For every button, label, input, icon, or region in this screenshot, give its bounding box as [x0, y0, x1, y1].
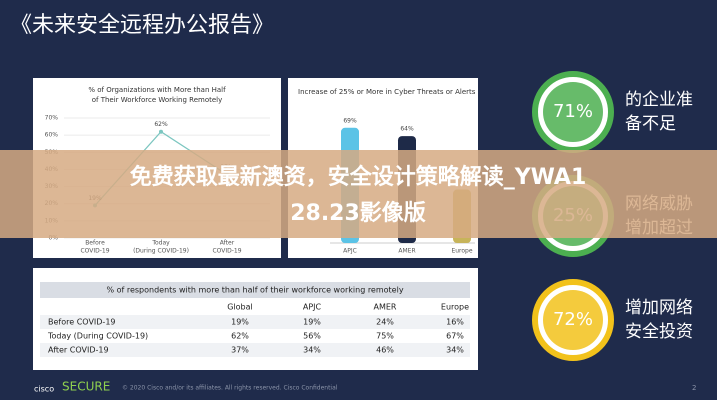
- footer-product: SECURE: [62, 380, 110, 394]
- table-title-bg: [40, 282, 470, 298]
- slide-title: 《未来安全远程办公报告》: [10, 13, 274, 38]
- x-tick-label: Today: [151, 240, 170, 247]
- stat-text: 安全投资: [625, 322, 693, 342]
- value-label: 64%: [400, 126, 414, 133]
- banner-text: 28.23影像版: [290, 200, 426, 226]
- table-cell: 62%: [231, 332, 249, 341]
- x-tick-label: COVID-19: [212, 248, 241, 255]
- stat-fill: [543, 290, 603, 350]
- stat-text: 备不足: [625, 114, 676, 134]
- table-row-label: Before COVID-19: [48, 318, 116, 327]
- table-cell: 67%: [446, 332, 464, 341]
- table-cell: 19%: [303, 318, 321, 327]
- footer-page: 2: [692, 384, 696, 392]
- chart-title: Increase of 25% or More in Cyber Threats…: [298, 88, 476, 96]
- table-row-bg: [40, 315, 470, 329]
- table-cell: 24%: [376, 318, 394, 327]
- value-label: 69%: [343, 117, 357, 124]
- table-row-bg: [40, 343, 470, 357]
- banner-bg: [0, 150, 717, 238]
- table-row-label: After COVID-19: [48, 346, 109, 355]
- stat-text: 增加网络: [625, 298, 693, 318]
- table-cell: 56%: [303, 332, 321, 341]
- table-cell: 46%: [376, 346, 394, 355]
- table-column: AMER: [374, 303, 397, 312]
- chart-title: % of Organizations with More than Half: [88, 86, 226, 94]
- table-cell: 75%: [376, 332, 394, 341]
- chart-title: of Their Workforce Working Remotely: [92, 96, 223, 104]
- y-tick-label: 70%: [45, 115, 59, 122]
- banner-text: 免费获取最新澳资，安全设计策略解读_YWA1: [130, 164, 587, 190]
- stat-value: 71%: [553, 101, 593, 122]
- stat-text: 的企业准: [625, 90, 693, 110]
- table-row-bg: [40, 329, 470, 343]
- table-title: % of respondents with more than half of …: [106, 286, 403, 295]
- table-row-label: Today (During COVID-19): [47, 332, 148, 341]
- table-column: Europe: [441, 303, 469, 312]
- table-cell: 19%: [231, 318, 249, 327]
- stat-value: 72%: [553, 309, 593, 330]
- x-tick-label: Europe: [451, 248, 472, 255]
- table-cell: 37%: [231, 346, 249, 355]
- x-tick-label: After: [220, 240, 235, 247]
- table-column: Global: [227, 303, 253, 312]
- table-cell: 34%: [446, 346, 464, 355]
- y-tick-label: 60%: [45, 132, 59, 139]
- table-cell: 34%: [303, 346, 321, 355]
- x-tick-label: COVID-19: [80, 248, 109, 255]
- table-column: APJC: [303, 303, 322, 312]
- point: [159, 129, 163, 134]
- stat-fill: [543, 82, 603, 142]
- footer-brand: cisco: [34, 385, 54, 394]
- value-label: 62%: [154, 121, 168, 128]
- footer-copyright: © 2020 Cisco and/or its affiliates. All …: [122, 385, 338, 392]
- x-tick-label: AMER: [398, 248, 415, 255]
- x-tick-label: (During COVID-19): [133, 248, 189, 255]
- table-cell: 16%: [446, 318, 464, 327]
- x-tick-label: Before: [85, 240, 105, 247]
- x-tick-label: APJC: [343, 248, 357, 255]
